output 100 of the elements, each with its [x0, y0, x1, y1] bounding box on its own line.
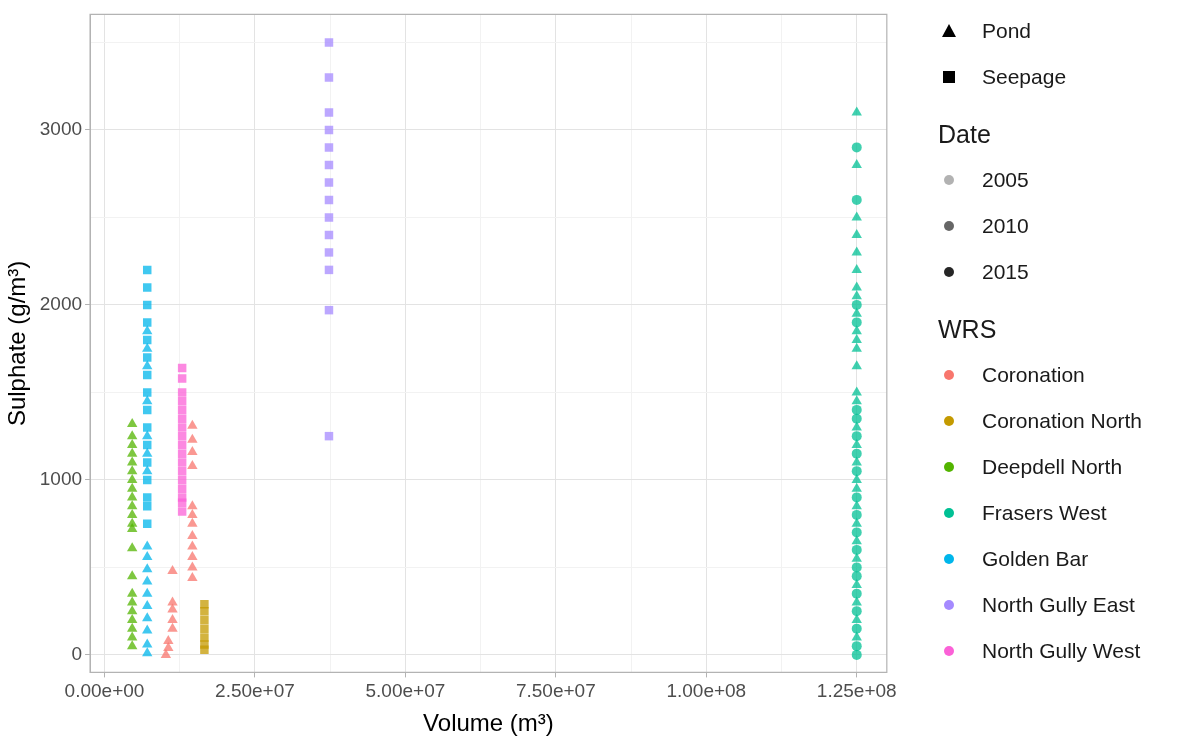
x-tick-label: 5.00e+07 [365, 680, 446, 702]
point [851, 421, 862, 431]
point [851, 623, 862, 634]
point [142, 550, 153, 560]
point [851, 649, 862, 660]
legend-label: Coronation North [982, 409, 1142, 433]
point [177, 374, 187, 383]
point [127, 542, 138, 552]
point [187, 529, 198, 539]
x-tick-label: 2.50e+07 [215, 680, 295, 702]
legend-title: WRS [938, 315, 998, 344]
point [851, 404, 862, 415]
point [142, 465, 153, 475]
point [142, 353, 152, 362]
point [142, 325, 153, 335]
point [851, 578, 862, 588]
point [200, 624, 209, 633]
point [177, 507, 187, 516]
x-tick-label: 1.00e+08 [666, 680, 747, 702]
point [127, 447, 138, 457]
point [851, 456, 862, 466]
y-axis-title: Sulphate (g/m³) [3, 260, 31, 427]
point [142, 318, 152, 327]
point [127, 631, 138, 641]
point [177, 449, 187, 458]
point [851, 562, 862, 573]
point [851, 211, 862, 221]
x-axis-title: Volume (m³) [423, 709, 554, 737]
point [127, 596, 138, 606]
point [160, 648, 172, 658]
point [127, 417, 138, 427]
point [127, 456, 138, 466]
point [127, 622, 138, 632]
x-tick-label: 0.00e+00 [64, 680, 145, 702]
point [167, 622, 178, 632]
point [324, 108, 334, 117]
point [200, 645, 209, 654]
point [177, 458, 187, 467]
point [142, 447, 153, 457]
text: Date [938, 120, 992, 149]
point [142, 360, 153, 370]
point [142, 519, 152, 528]
point [142, 647, 153, 657]
point [187, 445, 198, 455]
point [851, 342, 862, 352]
point [324, 178, 334, 187]
point [851, 641, 862, 652]
point [177, 414, 187, 423]
point [142, 283, 152, 292]
legend-label: Frasers West [982, 501, 1107, 525]
point [127, 491, 138, 501]
y-tick-label: 0 [71, 643, 83, 665]
point [851, 438, 862, 448]
point [851, 613, 862, 623]
point [324, 143, 334, 152]
point [851, 228, 862, 238]
point [142, 493, 152, 502]
legend-label: North Gully East [982, 593, 1135, 617]
point [851, 448, 862, 459]
point [851, 281, 862, 291]
point [851, 142, 862, 153]
point [142, 388, 152, 397]
point [851, 552, 862, 562]
point [851, 299, 862, 310]
text: Pond [982, 19, 1032, 43]
point [324, 213, 334, 222]
text: 2015 [982, 260, 1029, 284]
y-tick-label: 1000 [39, 468, 83, 490]
point [851, 413, 862, 424]
point [127, 570, 138, 580]
point [851, 631, 862, 641]
point [187, 433, 198, 443]
point [142, 587, 153, 597]
point [851, 106, 862, 116]
point [127, 438, 138, 448]
point [167, 564, 178, 574]
point [851, 194, 862, 205]
point [142, 423, 152, 432]
point [851, 492, 862, 503]
point [851, 527, 862, 538]
point [200, 606, 209, 616]
point [167, 603, 178, 613]
point [142, 430, 153, 440]
point [142, 563, 153, 573]
point [851, 333, 862, 343]
point [177, 484, 187, 493]
point [851, 606, 862, 617]
point [142, 458, 152, 467]
point [851, 571, 862, 582]
x-tick-label: 7.50e+07 [515, 680, 596, 702]
point [187, 517, 198, 527]
point [851, 263, 862, 273]
point [851, 535, 862, 545]
point [851, 325, 862, 335]
point [851, 466, 862, 477]
text: 2010 [982, 214, 1029, 238]
point [324, 38, 334, 47]
legend-label: Coronation [982, 363, 1085, 387]
point [142, 599, 153, 609]
point [127, 613, 138, 623]
